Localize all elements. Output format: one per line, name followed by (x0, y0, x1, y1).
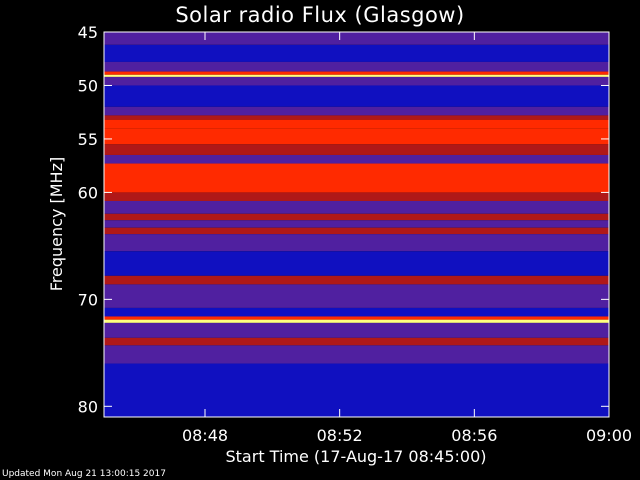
y-axis-title: Frequency [MHz] (47, 157, 66, 291)
spectrum-band-7 (104, 106, 609, 116)
spectrum-band-14 (104, 192, 609, 201)
spectrum-band-9 (104, 119, 609, 129)
spectrum-band-22 (104, 284, 609, 308)
spectrum-band-3 (104, 71, 609, 75)
spectrum-band-27 (104, 337, 609, 346)
x-tick-label: 08:48 (182, 426, 228, 445)
spectrum-band-16 (104, 213, 609, 221)
spectrum-band-5 (104, 76, 609, 86)
spectrum-band-26 (104, 322, 609, 338)
spectrum-band-23 (104, 307, 609, 317)
x-tick-label: 08:56 (451, 426, 497, 445)
plot-frame (103, 31, 610, 418)
x-tick-label: 08:52 (317, 426, 363, 445)
spectrum-band-4 (104, 74, 609, 77)
spectrogram-bands (104, 32, 609, 417)
spectrum-band-10 (104, 128, 609, 145)
y-tick-label: 55 (78, 130, 98, 149)
spectrum-band-0 (104, 32, 609, 45)
y-tick-label: 60 (78, 183, 98, 202)
spectrum-band-13 (104, 163, 609, 193)
spectrum-band-25 (104, 319, 609, 323)
spectrum-band-19 (104, 234, 609, 252)
chart-title: Solar radio Flux (Glasgow) (175, 3, 465, 27)
spectrum-band-6 (104, 85, 609, 107)
spectrum-band-29 (104, 363, 609, 417)
spectrum-band-2 (104, 61, 609, 72)
spectrum-band-18 (104, 227, 609, 235)
y-tick-label: 80 (78, 397, 98, 416)
spectrum-band-1 (104, 44, 609, 62)
updated-timestamp: Updated Mon Aug 21 13:00:15 2017 (2, 469, 166, 479)
spectrum-band-8 (104, 115, 609, 120)
spectrum-band-28 (104, 345, 609, 364)
spectrum-band-21 (104, 275, 609, 285)
y-tick-label: 70 (78, 290, 98, 309)
spectrum-band-24 (104, 316, 609, 320)
spectrum-band-17 (104, 220, 609, 228)
spectrum-band-11 (104, 144, 609, 155)
y-tick-label: 45 (78, 23, 98, 42)
spectrum-band-12 (104, 154, 609, 164)
x-axis-title: Start Time (17-Aug-17 08:45:00) (226, 447, 487, 466)
spectrum-band-20 (104, 251, 609, 276)
x-tick-label: 09:00 (586, 426, 632, 445)
axis-ticks: 45 50 55 60 70 80 08:48 08:52 08:56 09:00 (78, 23, 632, 445)
y-tick-label: 50 (78, 76, 98, 95)
spectrum-band-15 (104, 200, 609, 214)
